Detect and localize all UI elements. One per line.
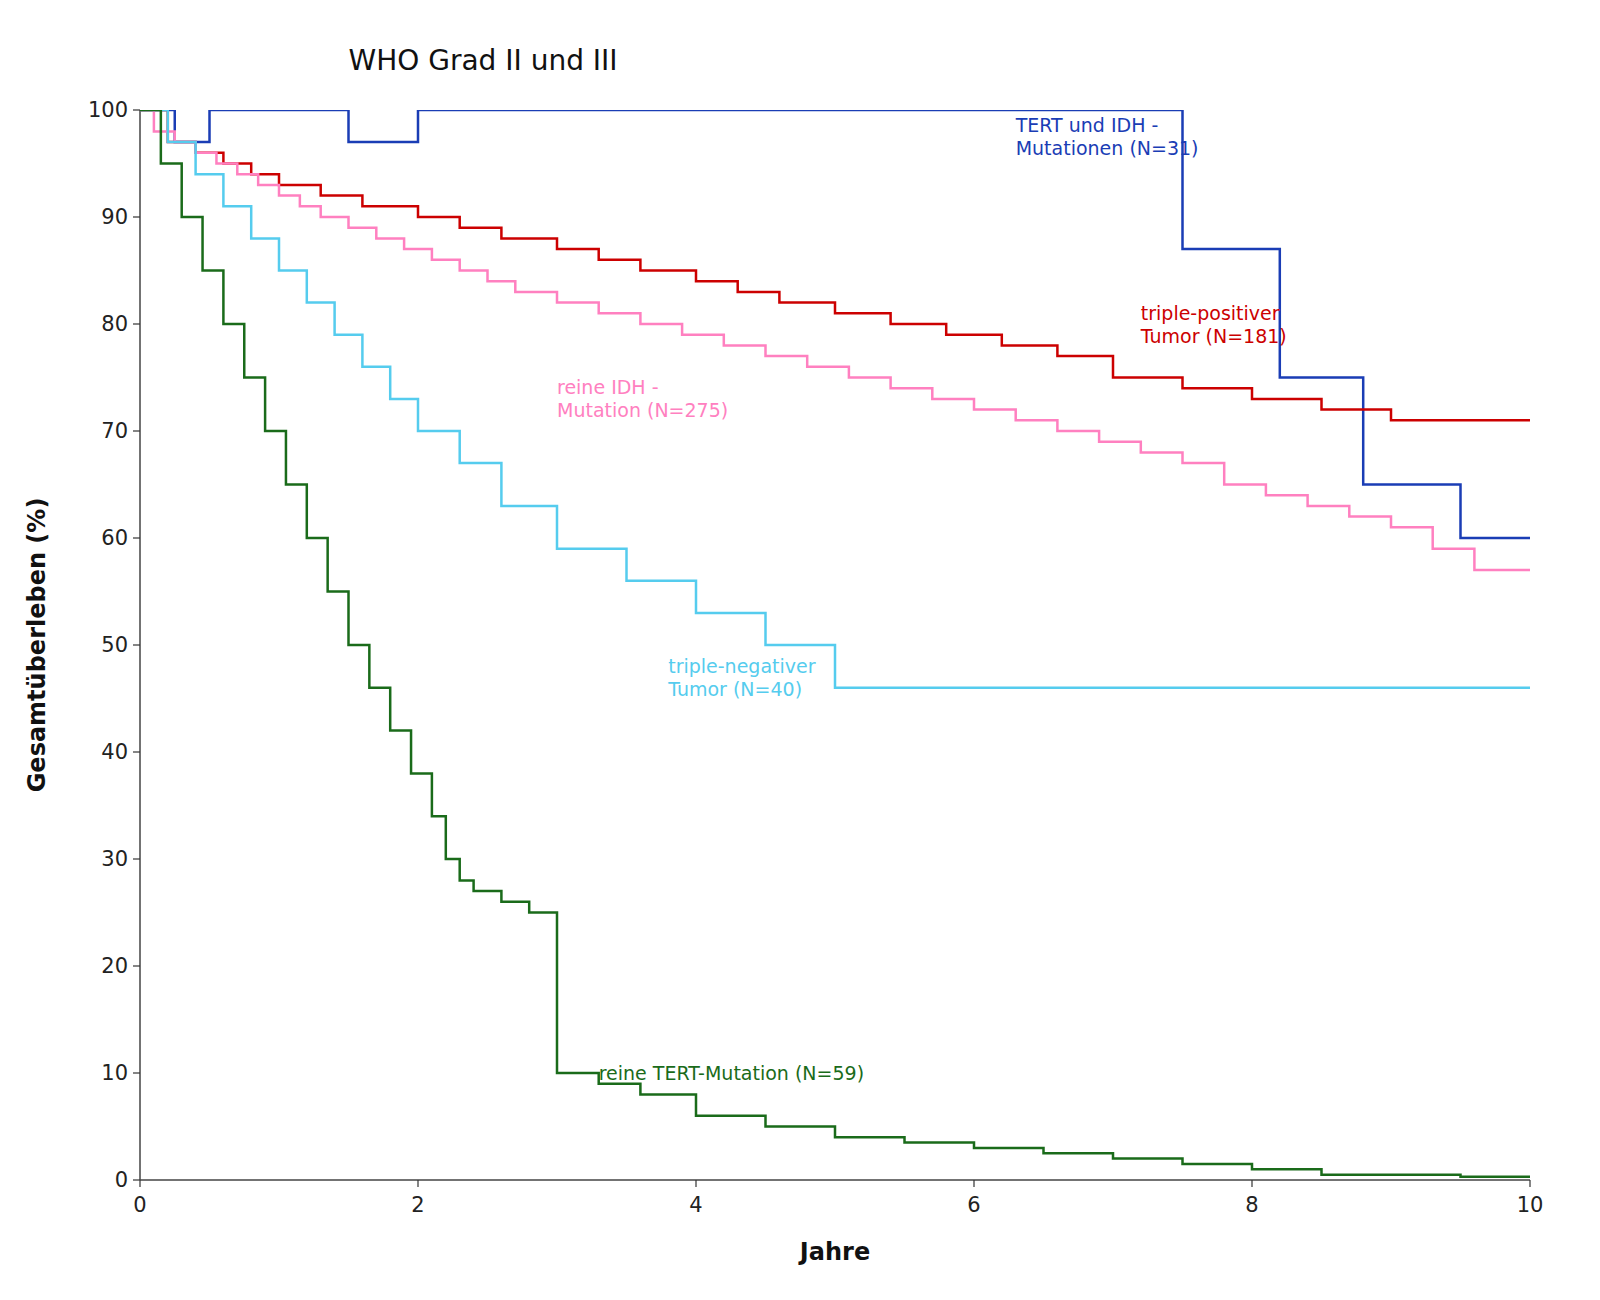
y-tick-label: 40 xyxy=(101,740,128,764)
y-tick xyxy=(133,1072,140,1073)
x-tick xyxy=(1251,1180,1252,1187)
y-tick xyxy=(133,858,140,859)
y-tick-label: 50 xyxy=(101,633,128,657)
y-tick xyxy=(133,216,140,217)
y-tick xyxy=(133,537,140,538)
plot-area xyxy=(140,110,1530,1177)
y-tick-label: 100 xyxy=(88,98,128,122)
y-tick-label: 10 xyxy=(101,1061,128,1085)
y-tick-label: 90 xyxy=(101,205,128,229)
y-tick-label: 0 xyxy=(115,1168,128,1192)
y-tick xyxy=(133,323,140,324)
annotation: reine IDH -Mutation (N=275) xyxy=(557,376,728,421)
y-tick-label: 30 xyxy=(101,847,128,871)
annotation: reine TERT-Mutation (N=59) xyxy=(599,1062,864,1084)
y-tick xyxy=(133,109,140,110)
y-tick-label: 60 xyxy=(101,526,128,550)
annotation: triple-positiverTumor (N=181) xyxy=(1140,302,1287,347)
x-tick-label: 2 xyxy=(411,1193,424,1217)
x-tick xyxy=(973,1180,974,1187)
y-tick-label: 20 xyxy=(101,954,128,978)
y-tick xyxy=(133,430,140,431)
y-tick xyxy=(133,644,140,645)
x-tick-label: 6 xyxy=(967,1193,980,1217)
x-tick-label: 10 xyxy=(1517,1193,1544,1217)
x-tick xyxy=(1529,1180,1530,1187)
survival-curve xyxy=(140,110,1530,420)
x-tick-label: 4 xyxy=(689,1193,702,1217)
annotation: TERT und IDH -Mutationen (N=31) xyxy=(1015,114,1199,159)
x-axis-label: Jahre xyxy=(798,1238,870,1266)
y-tick-label: 70 xyxy=(101,419,128,443)
x-tick xyxy=(417,1180,418,1187)
y-tick xyxy=(133,965,140,966)
y-tick xyxy=(133,751,140,752)
title: WHO Grad II und III xyxy=(349,44,618,77)
survival-curve xyxy=(140,110,1530,1177)
survival-curve xyxy=(140,110,1530,538)
x-tick xyxy=(139,1180,140,1187)
x-axis-line xyxy=(140,1179,1530,1181)
y-tick xyxy=(133,1179,140,1180)
y-axis-label: Gesamtüberleben (%) xyxy=(23,498,51,793)
chart: 02468100102030405060708090100TERT und ID… xyxy=(0,0,1600,1300)
x-tick xyxy=(695,1180,696,1187)
annotation: triple-negativerTumor (N=40) xyxy=(667,655,816,700)
background xyxy=(0,0,1600,1300)
x-tick-label: 0 xyxy=(133,1193,146,1217)
y-tick-label: 80 xyxy=(101,312,128,336)
x-tick-label: 8 xyxy=(1245,1193,1258,1217)
survival-curve xyxy=(140,110,1530,570)
